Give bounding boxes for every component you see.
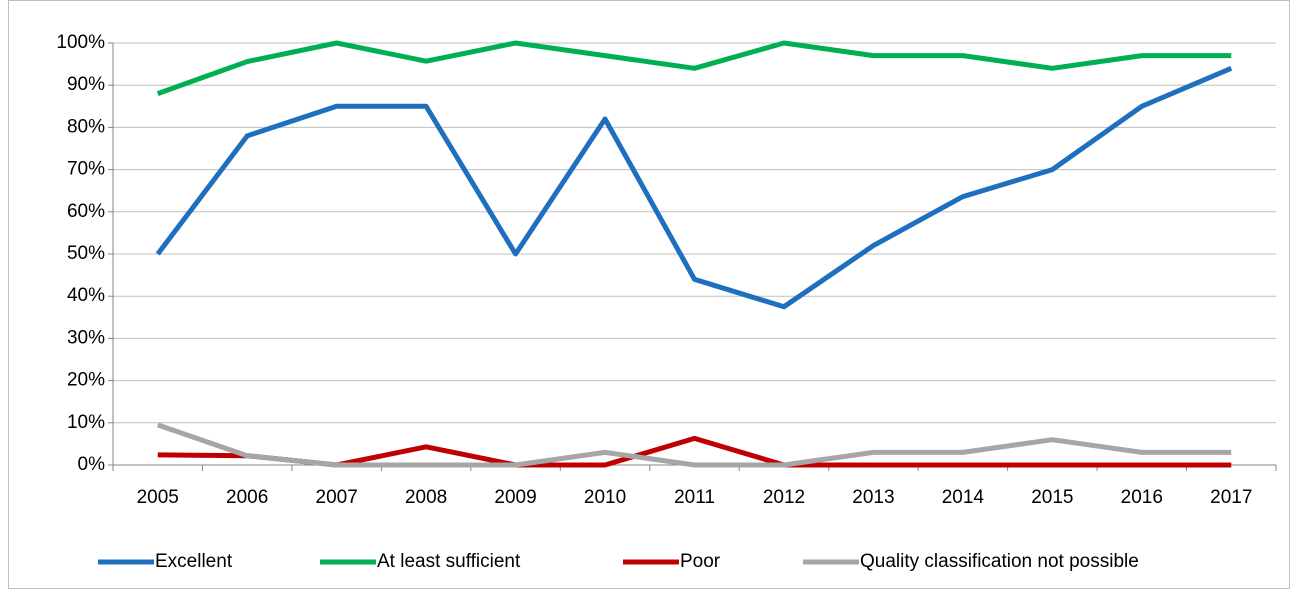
legend-label: At least sufficient xyxy=(377,551,521,572)
y-tick-label: 60% xyxy=(67,201,105,222)
x-tick-label: 2012 xyxy=(763,487,805,508)
line-series xyxy=(155,66,1233,310)
y-tick-label: 40% xyxy=(67,285,105,306)
line-series xyxy=(156,40,1232,96)
y-tick-label: 30% xyxy=(67,327,105,348)
chart-frame xyxy=(8,0,1290,589)
x-tick-label: 2010 xyxy=(584,487,626,508)
x-tick-label: 2008 xyxy=(405,487,447,508)
x-tick-label: 2006 xyxy=(226,487,268,508)
x-tick-label: 2016 xyxy=(1121,487,1163,508)
x-tick-label: 2017 xyxy=(1210,487,1252,508)
legend-label: Quality classification not possible xyxy=(860,551,1139,572)
x-tick-label: 2009 xyxy=(494,487,536,508)
x-tick-label: 2007 xyxy=(316,487,358,508)
y-tick-label: 100% xyxy=(56,32,105,53)
y-tick-label: 0% xyxy=(78,454,106,475)
x-tick-label: 2014 xyxy=(942,487,985,508)
legend-label: Excellent xyxy=(155,551,233,572)
legend-label: Poor xyxy=(680,551,721,572)
y-tick-label: 80% xyxy=(67,116,105,137)
y-tick-label: 90% xyxy=(67,74,105,95)
x-tick-label: 2005 xyxy=(137,487,179,508)
line-series xyxy=(156,422,1232,468)
x-tick-label: 2015 xyxy=(1031,487,1073,508)
x-tick-label: 2011 xyxy=(674,487,715,508)
y-tick-label: 10% xyxy=(67,412,105,433)
y-tick-label: 70% xyxy=(67,159,105,180)
x-tick-label: 2013 xyxy=(852,487,894,508)
y-tick-label: 20% xyxy=(67,370,105,391)
y-tick-label: 50% xyxy=(67,243,105,264)
